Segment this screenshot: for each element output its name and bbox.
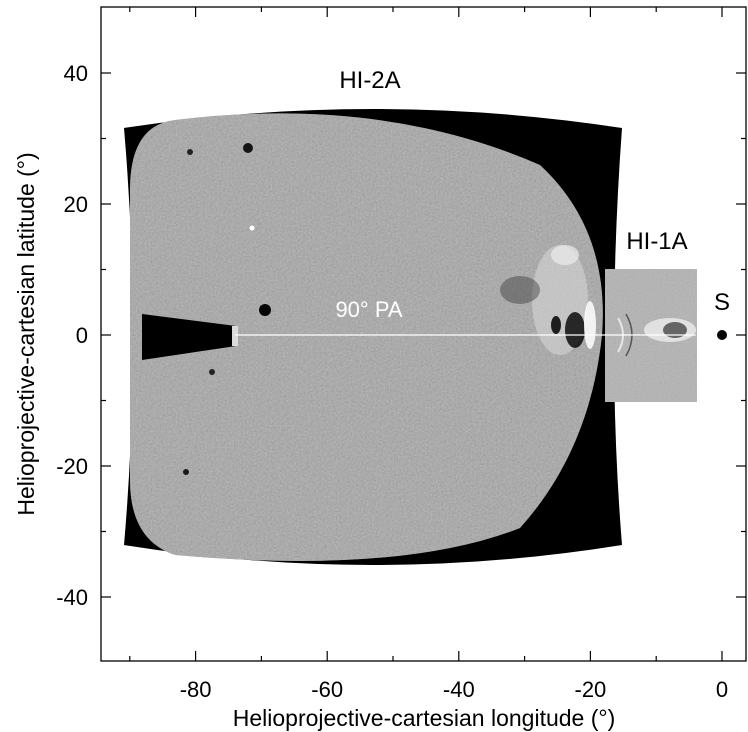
pa-label: 90° PA bbox=[335, 297, 402, 322]
x-tick-label: -40 bbox=[443, 677, 475, 702]
x-axis-title: Helioprojective-cartesian longitude (°) bbox=[233, 705, 616, 731]
occulter-wedge bbox=[142, 314, 236, 360]
y-tick-label: 40 bbox=[64, 61, 88, 86]
x-tick-label: -80 bbox=[180, 677, 212, 702]
plot-frame bbox=[100, 6, 747, 662]
y-tick-label: -40 bbox=[56, 585, 88, 610]
x-tick-label: -20 bbox=[575, 677, 607, 702]
sun-marker bbox=[717, 330, 727, 340]
axis-ticks bbox=[101, 7, 746, 661]
sun-label: S bbox=[714, 289, 730, 316]
hi1a-label: HI-1A bbox=[626, 228, 687, 255]
x-tick-label: -60 bbox=[311, 677, 343, 702]
y-tick-label: 20 bbox=[64, 192, 88, 217]
x-tick-label: 0 bbox=[716, 677, 728, 702]
y-axis-title: Helioprojective-cartesian latitude (°) bbox=[13, 152, 39, 515]
axis-tick-labels: -80 -60 -40 -20 0 -40 -20 0 20 40 bbox=[56, 61, 728, 702]
y-tick-label: 0 bbox=[76, 323, 88, 348]
hi2a-label: HI-2A bbox=[339, 67, 400, 94]
y-tick-label: -20 bbox=[56, 454, 88, 479]
occulter-wedge-edge bbox=[232, 326, 238, 346]
